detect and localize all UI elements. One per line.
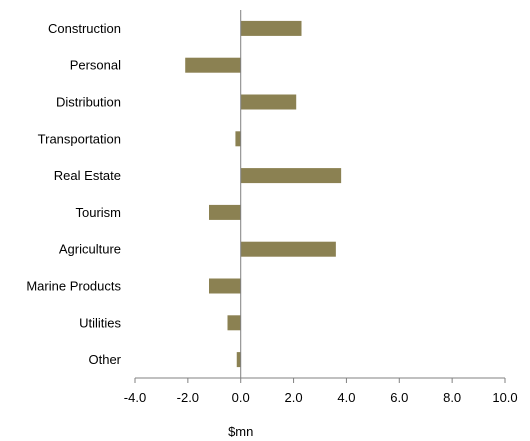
bar-tourism <box>209 204 241 220</box>
bar-transportation <box>235 131 241 147</box>
category-label: Real Estate <box>54 168 121 183</box>
bar-other <box>236 352 241 368</box>
category-label: Agriculture <box>59 242 121 257</box>
category-label: Transportation <box>38 131 121 146</box>
bar-personal <box>185 57 241 73</box>
x-axis-title: $mn <box>228 424 253 439</box>
category-label: Construction <box>48 21 121 36</box>
category-label: Personal <box>70 58 121 73</box>
x-tick-label: 8.0 <box>443 390 461 405</box>
category-label: Other <box>88 352 121 367</box>
x-tick-label: 0.0 <box>232 390 250 405</box>
bar-real-estate <box>240 168 342 184</box>
x-tick-label: 10.0 <box>492 390 517 405</box>
bar-marine-products <box>209 278 241 294</box>
bar-distribution <box>240 94 297 110</box>
bar-construction <box>240 20 302 36</box>
bar-utilities <box>227 315 241 331</box>
bars <box>185 20 342 368</box>
x-tick-label: 4.0 <box>337 390 355 405</box>
x-tick-label: 2.0 <box>285 390 303 405</box>
x-tick-label: 6.0 <box>390 390 408 405</box>
x-tick-label: -4.0 <box>124 390 146 405</box>
category-label: Distribution <box>56 95 121 110</box>
category-label: Utilities <box>79 315 121 330</box>
category-labels: Construction Personal Distribution Transpor… <box>26 21 121 367</box>
category-label: Marine Products <box>26 279 121 294</box>
x-tick-label: -2.0 <box>177 390 199 405</box>
bar-agriculture <box>240 241 336 257</box>
category-label: Tourism <box>75 205 121 220</box>
x-axis-ticks: -4.0 -2.0 0.0 2.0 4.0 6.0 8.0 10.0 <box>124 378 518 405</box>
